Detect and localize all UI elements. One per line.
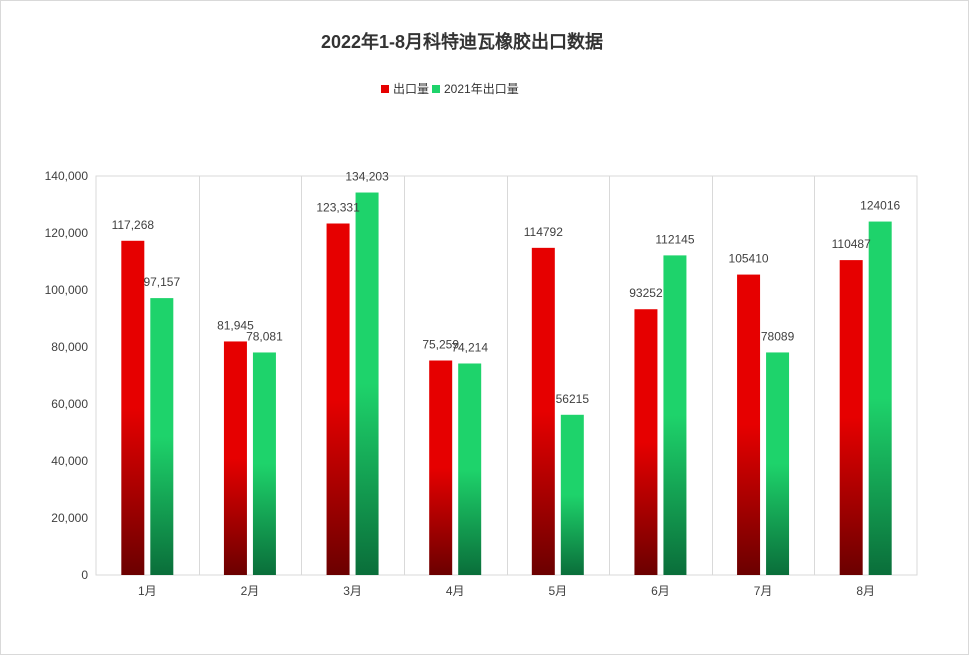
bar-series-1 — [326, 223, 350, 575]
data-label: 97,157 — [143, 275, 180, 289]
bar-series-1 — [634, 309, 658, 575]
data-label: 110487 — [832, 237, 871, 251]
data-label: 112145 — [655, 232, 694, 246]
data-label: 56215 — [556, 392, 590, 406]
legend-label-1: 出口量 — [393, 82, 429, 96]
x-tick-label: 5月 — [548, 584, 567, 598]
y-tick-label: 140,000 — [45, 169, 89, 183]
y-tick-label: 20,000 — [51, 511, 88, 525]
legend-label-2: 2021年出口量 — [444, 82, 519, 96]
bar-series-2 — [663, 255, 687, 575]
data-label: 124016 — [860, 199, 900, 213]
bar-series-2 — [150, 298, 174, 575]
legend-swatch-2 — [432, 85, 440, 93]
legend: 出口量 2021年出口量 — [381, 82, 519, 96]
y-tick-label: 40,000 — [51, 454, 88, 468]
data-label: 81,945 — [217, 318, 254, 332]
bar-series-1 — [429, 360, 453, 575]
x-tick-label: 3月 — [343, 584, 362, 598]
bar-series-2 — [868, 221, 892, 576]
bar-series-2 — [458, 363, 482, 575]
bar-series-2 — [355, 192, 379, 575]
data-label: 74,214 — [451, 340, 488, 354]
bar-series-1 — [737, 274, 761, 575]
x-tick-label: 1月 — [138, 584, 157, 598]
x-tick-label: 6月 — [651, 584, 670, 598]
bar-series-2 — [252, 352, 276, 575]
data-label: 134,203 — [345, 170, 389, 184]
grid-lines — [95, 175, 918, 576]
data-label: 78089 — [761, 329, 795, 343]
y-tick-label: 80,000 — [51, 340, 88, 354]
x-axis: 1月 2月 3月 4月 5月 6月 7月 8月 — [138, 584, 875, 598]
data-label: 123,331 — [316, 201, 360, 215]
x-tick-label: 7月 — [754, 584, 773, 598]
bar-series-1 — [839, 260, 863, 575]
y-tick-label: 100,000 — [45, 283, 89, 297]
x-tick-label: 2月 — [241, 584, 260, 598]
y-tick-label: 0 — [81, 568, 88, 582]
data-label: 114792 — [524, 225, 563, 239]
bar-series-2 — [766, 352, 790, 575]
chart-title: 2022年1-8月科特迪瓦橡胶出口数据 — [321, 31, 603, 52]
data-label: 78,081 — [246, 329, 283, 343]
data-label: 93252 — [629, 286, 663, 300]
x-tick-label: 4月 — [446, 584, 465, 598]
y-tick-label: 120,000 — [45, 226, 89, 240]
y-axis: 0 20,000 40,000 60,000 80,000 100,000 120,000 1… — [45, 169, 89, 582]
bars — [121, 192, 892, 576]
plot-border — [95, 175, 918, 576]
bar-series-2 — [560, 414, 584, 575]
x-tick-label: 8月 — [856, 584, 875, 598]
y-tick-label: 60,000 — [51, 397, 88, 411]
legend-swatch-1 — [381, 85, 389, 93]
bar-series-1 — [223, 341, 247, 575]
data-label: 117,268 — [112, 218, 155, 232]
data-label: 75,259 — [422, 338, 459, 352]
data-label: 105410 — [729, 252, 769, 266]
bar-series-1 — [121, 240, 145, 575]
bar-series-1 — [531, 247, 555, 575]
